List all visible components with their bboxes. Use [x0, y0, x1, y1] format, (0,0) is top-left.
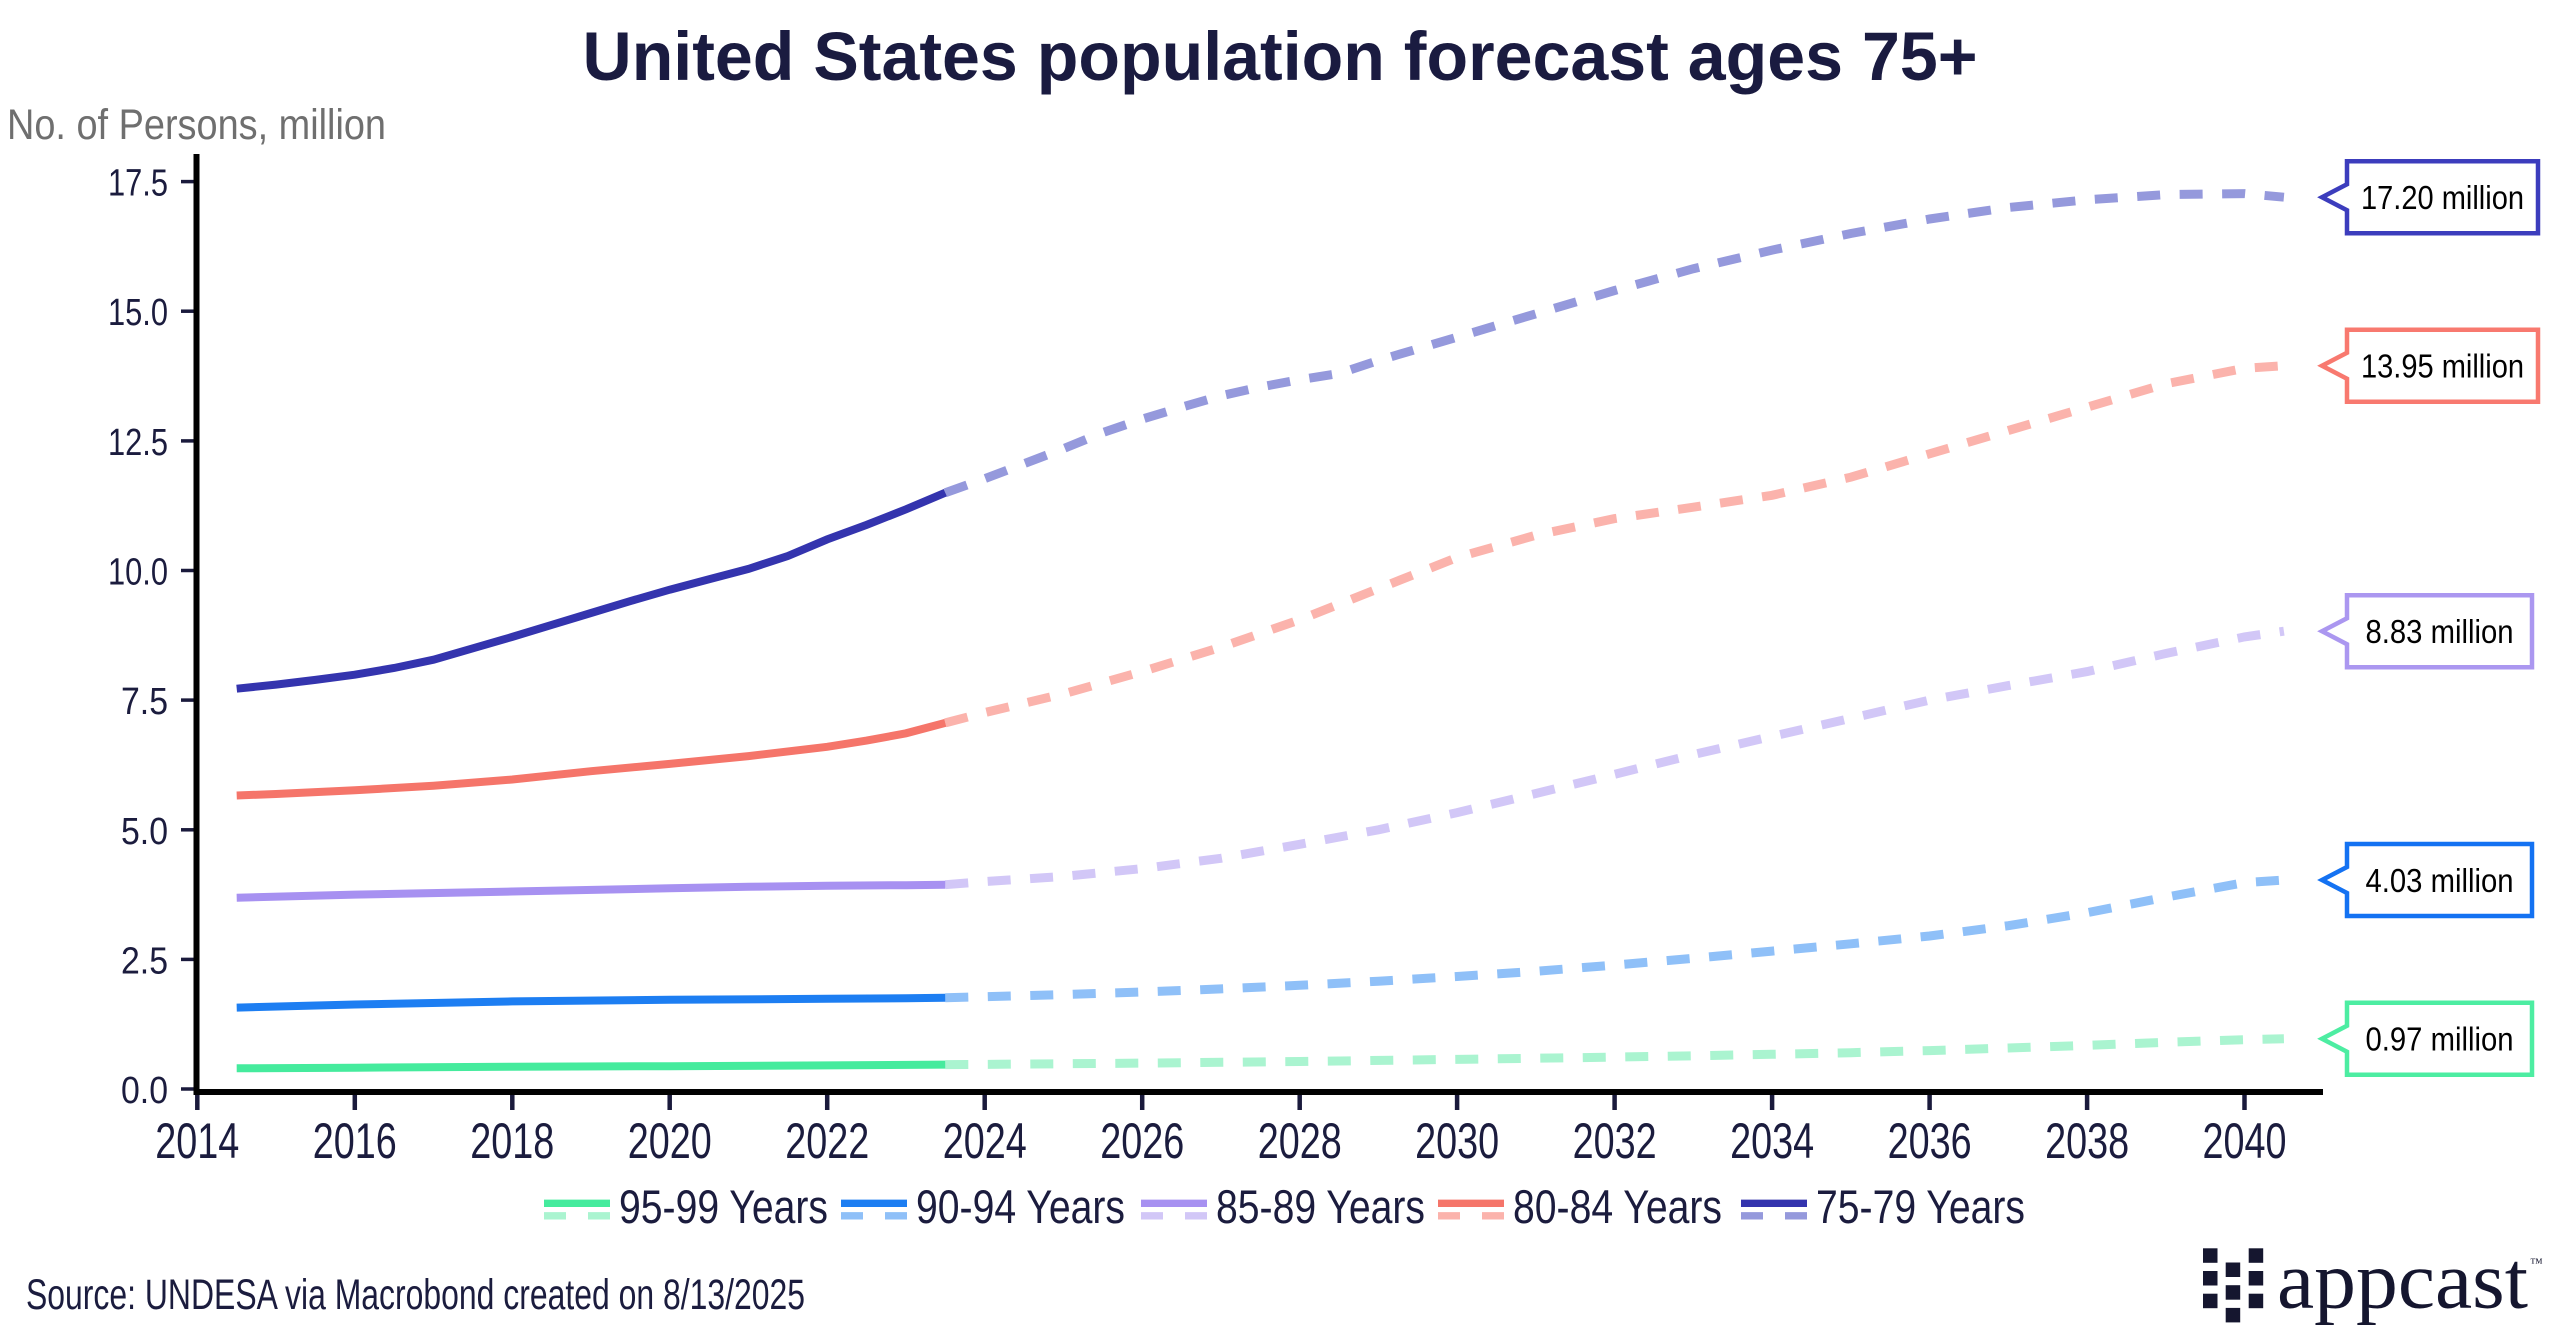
svg-text:17.5: 17.5 [108, 163, 168, 205]
svg-text:15.0: 15.0 [108, 292, 168, 334]
svg-text:10.0: 10.0 [108, 552, 168, 594]
svg-text:13.95 million: 13.95 million [2361, 348, 2524, 385]
svg-text:2024: 2024 [943, 1113, 1027, 1169]
svg-text:0.97 million: 0.97 million [2366, 1021, 2514, 1058]
svg-text:2026: 2026 [1100, 1113, 1184, 1169]
svg-text:4.03 million: 4.03 million [2366, 862, 2514, 899]
svg-text:2016: 2016 [313, 1113, 397, 1169]
svg-text:2030: 2030 [1415, 1113, 1499, 1169]
svg-text:2036: 2036 [1888, 1113, 1972, 1169]
svg-text:2032: 2032 [1573, 1113, 1657, 1169]
svg-text:8.83 million: 8.83 million [2366, 613, 2514, 650]
svg-text:80-84 Years: 80-84 Years [1513, 1180, 1722, 1233]
svg-text:2028: 2028 [1258, 1113, 1342, 1169]
svg-text:2034: 2034 [1730, 1113, 1814, 1169]
svg-text:12.5: 12.5 [108, 422, 168, 464]
svg-text:17.20 million: 17.20 million [2361, 179, 2524, 216]
svg-text:Source: UNDESA via Macrobond c: Source: UNDESA via Macrobond created on … [26, 1271, 805, 1319]
svg-text:90-94 Years: 90-94 Years [916, 1180, 1125, 1233]
svg-text:United States population forec: United States population forecast ages 7… [583, 18, 1978, 95]
svg-text:95-99 Years: 95-99 Years [619, 1180, 828, 1233]
svg-text:No. of Persons, million: No. of Persons, million [7, 101, 386, 149]
svg-text:2.5: 2.5 [121, 940, 168, 982]
svg-text:appcast: appcast [2277, 1235, 2528, 1326]
svg-text:5.0: 5.0 [121, 811, 168, 853]
svg-text:7.5: 7.5 [121, 681, 168, 723]
svg-text:85-89 Years: 85-89 Years [1216, 1180, 1425, 1233]
svg-text:2038: 2038 [2045, 1113, 2129, 1169]
svg-text:75-79 Years: 75-79 Years [1816, 1180, 2025, 1233]
svg-text:0.0: 0.0 [121, 1070, 168, 1112]
svg-text:2020: 2020 [628, 1113, 712, 1169]
svg-text:2014: 2014 [155, 1113, 239, 1169]
svg-text:2040: 2040 [2203, 1113, 2287, 1169]
svg-text:2018: 2018 [470, 1113, 554, 1169]
svg-text:™: ™ [2530, 1255, 2543, 1270]
svg-text:2022: 2022 [785, 1113, 869, 1169]
